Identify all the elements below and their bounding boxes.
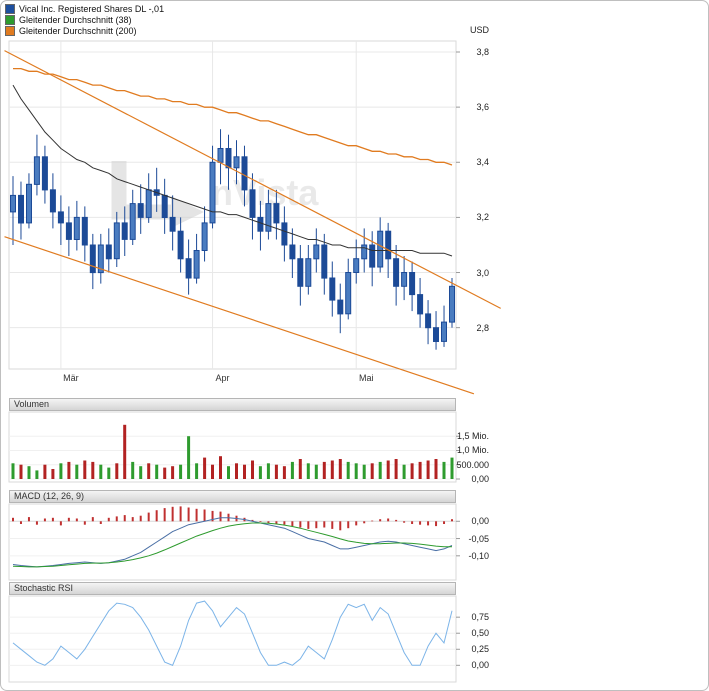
- legend-swatch-gd200-icon: [5, 25, 15, 36]
- ma200-line: [13, 67, 453, 166]
- legend-label-price: Vical Inc. Registered Shares DL -,01: [19, 3, 165, 14]
- currency-label: USD: [469, 25, 489, 35]
- stoch-line: [12, 600, 453, 666]
- macd-line: [12, 517, 453, 568]
- legend-item-gd200: Gleitender Durchschnitt (200): [5, 25, 164, 36]
- volume-panel: [8, 411, 460, 483]
- stoch-panel-header: Stochastic RSI: [9, 582, 456, 595]
- legend: Vical Inc. Registered Shares DL -,01 Gle…: [5, 3, 164, 36]
- watermark-logo: nVista: [111, 161, 319, 228]
- stoch-panel: [8, 595, 460, 683]
- svg-text:nVista: nVista: [211, 172, 319, 213]
- macd-signal-line: [12, 522, 452, 568]
- legend-label-gd38: Gleitender Durchschnitt (38): [19, 14, 132, 25]
- legend-label-gd200: Gleitender Durchschnitt (200): [19, 25, 137, 36]
- price-grid: [8, 40, 460, 370]
- legend-swatch-price-icon: [5, 3, 15, 14]
- candlestick-series: [10, 129, 455, 350]
- legend-item-price: Vical Inc. Registered Shares DL -,01: [5, 3, 164, 14]
- macd-panel-header: MACD (12, 26, 9): [9, 490, 456, 503]
- legend-swatch-gd38-icon: [5, 14, 15, 25]
- macd-histogram: [11, 506, 454, 531]
- ma38-line: [12, 84, 453, 257]
- legend-item-gd38: Gleitender Durchschnitt (38): [5, 14, 164, 25]
- volume-panel-header: Volumen: [9, 398, 456, 411]
- trend-channel-lines: [4, 50, 501, 395]
